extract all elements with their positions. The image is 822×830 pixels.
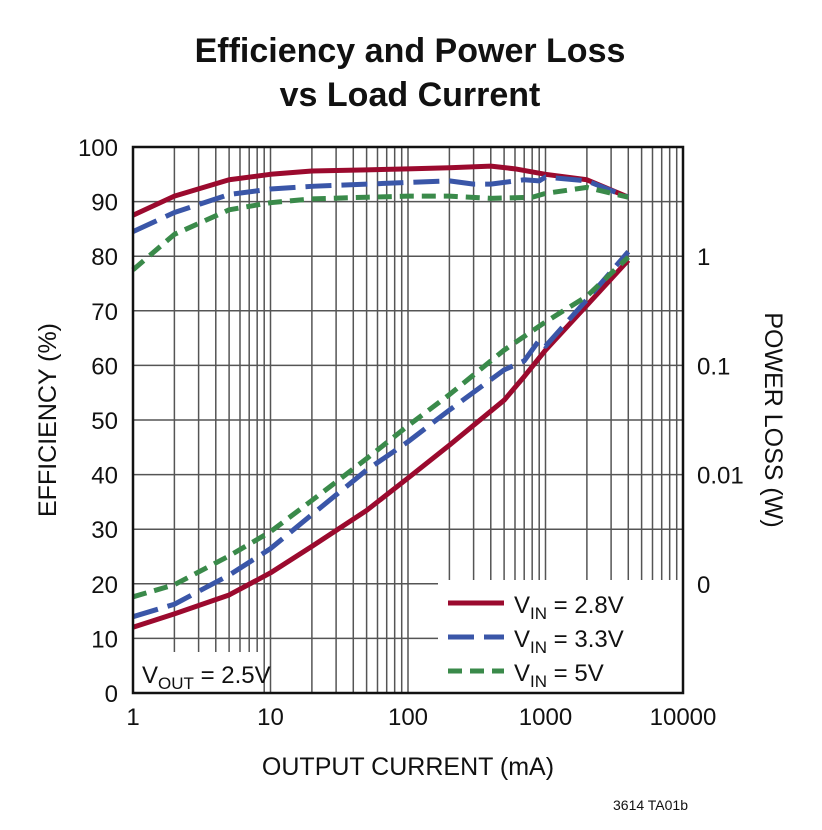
y-tick-label: 20 bbox=[91, 572, 118, 599]
x-tick-label: 1 bbox=[126, 704, 139, 731]
y-tick-label: 30 bbox=[91, 517, 118, 544]
x-tick-label: 100 bbox=[388, 704, 428, 731]
annotation-background bbox=[134, 652, 258, 692]
power-loss-curve-2 bbox=[132, 255, 630, 600]
y-tick-label: 90 bbox=[91, 190, 118, 217]
efficiency-curve-2 bbox=[131, 184, 629, 272]
y2-tick-label: 0.1 bbox=[697, 353, 730, 380]
chart-title-line1: Efficiency and Power Loss bbox=[195, 32, 626, 70]
tick-labels: 1 10 100 1000 10000010203040506070809010000.… bbox=[78, 135, 744, 731]
y2-tick-label: 1 bbox=[697, 244, 710, 271]
x-tick-label: 10 bbox=[257, 704, 284, 731]
y-tick-label: 10 bbox=[91, 626, 118, 653]
y2-tick-label: 0 bbox=[697, 572, 710, 599]
legend-entry-label: VIN = 2.8V bbox=[514, 592, 624, 623]
legend-v: V bbox=[514, 626, 530, 653]
y-tick-label: 60 bbox=[91, 353, 118, 380]
power-loss-curve-1 bbox=[132, 250, 631, 620]
annotation-vout: VOUT = 2.5V bbox=[142, 662, 271, 693]
x-tick-label: 1000 bbox=[519, 704, 572, 731]
footnote: 3614 TA01b bbox=[613, 797, 688, 813]
legend-value: = 3.3V bbox=[547, 626, 624, 653]
curves bbox=[131, 163, 631, 630]
y-tick-label: 70 bbox=[91, 299, 118, 326]
y2-tick-label: 0.01 bbox=[697, 463, 744, 490]
y-tick-label: 0 bbox=[105, 681, 118, 708]
legend-sub: IN bbox=[530, 604, 547, 623]
legend-entry-label: VIN = 3.3V bbox=[514, 626, 624, 657]
efficiency-curve-1 bbox=[131, 174, 630, 234]
legend-value: = 2.8V bbox=[547, 592, 624, 619]
y2-axis-label: POWER LOSS (W) bbox=[759, 312, 787, 527]
plot-frame bbox=[131, 145, 685, 695]
chart-title-line2: vs Load Current bbox=[280, 76, 541, 114]
legend-entry-label: VIN = 5V bbox=[514, 660, 604, 691]
y-tick-label: 100 bbox=[78, 135, 118, 162]
legend-v: V bbox=[514, 592, 530, 619]
power-loss-curve-0 bbox=[132, 258, 631, 630]
y-axis-label: EFFICIENCY (%) bbox=[34, 323, 62, 517]
x-tick-label: 10000 bbox=[650, 704, 717, 731]
legend-value: = 5V bbox=[547, 660, 604, 687]
legend-v: V bbox=[514, 660, 530, 687]
legend-sub: IN bbox=[530, 672, 547, 691]
y-tick-label: 50 bbox=[91, 408, 118, 435]
y-tick-label: 40 bbox=[91, 463, 118, 490]
efficiency-curve-0 bbox=[131, 163, 630, 218]
x-axis-label: OUTPUT CURRENT (mA) bbox=[262, 753, 554, 781]
legend-sub: IN bbox=[530, 638, 547, 657]
y-tick-label: 80 bbox=[91, 244, 118, 271]
